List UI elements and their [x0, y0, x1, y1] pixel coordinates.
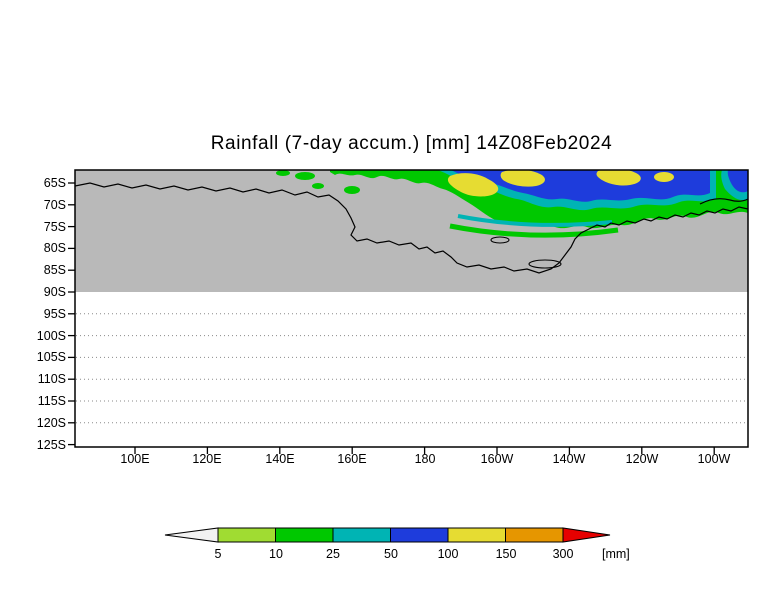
- x-tick-label: 100W: [697, 452, 731, 466]
- y-tick-label: 120S: [36, 416, 66, 430]
- x-tick-label: 140E: [265, 452, 295, 466]
- y-tick-label: 115S: [37, 394, 66, 408]
- y-tick-label: 125S: [36, 438, 66, 452]
- legend-level-label: 50: [384, 547, 398, 561]
- colorbar-arrow-left: [164, 527, 219, 543]
- x-tick-label: 120E: [192, 452, 222, 466]
- lat-gridlines-dotted: [76, 313, 747, 424]
- y-tick-label: 105S: [36, 350, 66, 364]
- y-tick-label: 70S: [43, 198, 66, 212]
- y-tick-label: 95S: [43, 307, 66, 321]
- y-tick-label: 75S: [43, 220, 66, 234]
- y-tick-label: 110S: [37, 372, 66, 386]
- plot-frame: [74, 169, 749, 448]
- legend-unit-label: [mm]: [602, 547, 630, 561]
- legend-level-label: 100: [437, 547, 459, 561]
- x-tick-label: 160W: [480, 452, 514, 466]
- x-tick-label: 180: [414, 452, 436, 466]
- legend-level-label: 5: [214, 547, 222, 561]
- colorbar: [164, 527, 611, 543]
- y-tick-label: 65S: [43, 176, 66, 190]
- colorbar-arrow-right: [562, 527, 611, 543]
- y-tick-label: 90S: [43, 285, 66, 299]
- y-tick-label: 85S: [43, 263, 66, 277]
- x-tick-label: 160E: [337, 452, 367, 466]
- x-tick-label: 100E: [120, 452, 150, 466]
- x-tick-label: 140W: [552, 452, 586, 466]
- chart-title: Rainfall (7-day accum.) [mm] 14Z08Feb202…: [210, 133, 613, 154]
- axis-ticks: [68, 182, 715, 454]
- y-tick-label: 80S: [43, 241, 66, 255]
- legend-level-label: 300: [552, 547, 574, 561]
- rainfall-shading: [276, 170, 748, 238]
- coastline: [75, 182, 748, 274]
- y-tick-label: 100S: [36, 329, 66, 343]
- legend-level-label: 150: [495, 547, 517, 561]
- x-tick-label: 120W: [625, 452, 659, 466]
- legend-level-label: 10: [269, 547, 283, 561]
- legend-level-label: 25: [326, 547, 340, 561]
